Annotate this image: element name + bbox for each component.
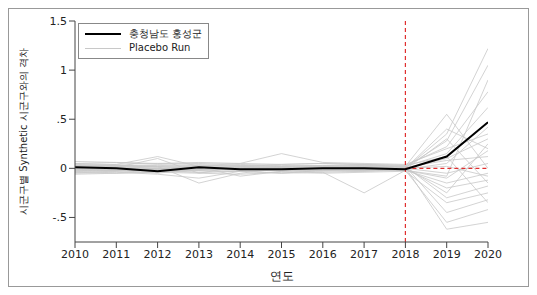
svg-text:시군구별 Synthetic 시군구와의 격차: 시군구별 Synthetic 시군구와의 격차 — [18, 48, 29, 215]
svg-text:1.5: 1.5 — [50, 15, 68, 28]
svg-text:2016: 2016 — [309, 248, 337, 261]
svg-text:2018: 2018 — [391, 248, 419, 261]
svg-text:연도: 연도 — [270, 269, 294, 283]
svg-text:2019: 2019 — [433, 248, 461, 261]
svg-text:2017: 2017 — [350, 248, 378, 261]
svg-text:2015: 2015 — [268, 248, 296, 261]
svg-text:2012: 2012 — [144, 248, 172, 261]
svg-text:2013: 2013 — [185, 248, 213, 261]
svg-text:2010: 2010 — [61, 248, 89, 261]
svg-text:2014: 2014 — [226, 248, 254, 261]
svg-text:.5: .5 — [57, 113, 68, 126]
svg-text:-.5: -.5 — [53, 211, 67, 224]
html-text:충청남도 홍성군: 충청남도 홍성군 — [129, 28, 203, 39]
svg-text:1: 1 — [60, 64, 67, 77]
svg-text:0: 0 — [60, 162, 67, 175]
html-text:Placebo Run: Placebo Run — [129, 42, 191, 53]
svg-text:2011: 2011 — [102, 248, 130, 261]
svg-text:2020: 2020 — [474, 248, 502, 261]
